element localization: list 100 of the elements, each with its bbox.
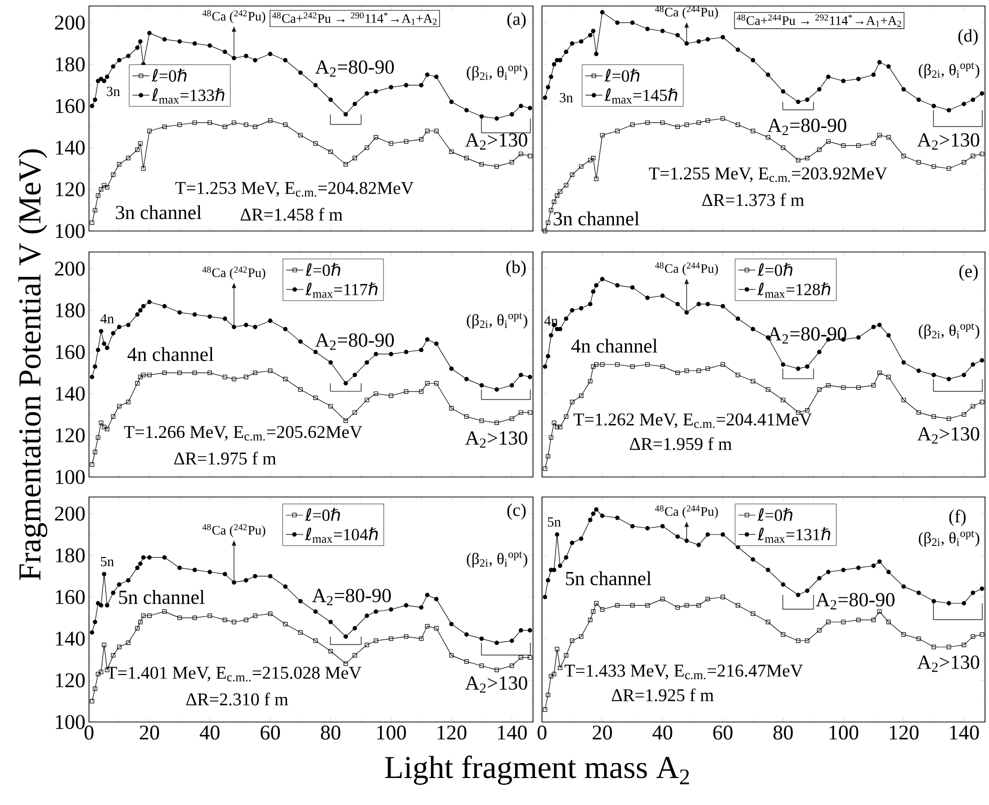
y-tick-label: 100 (56, 470, 85, 484)
y-tick-label: 200 (55, 16, 85, 30)
legend-label: ℓ=0ℏ (152, 68, 186, 82)
annotation: ΔR=1.373 f m (702, 193, 804, 206)
annotation: T=1.401 MeV, E$_{c.m..}$=215.028 MeV (106, 666, 362, 682)
annotation: A$_{2}$=80-90 (315, 60, 394, 77)
annotation: (f) (949, 510, 966, 526)
x-tick-label: 80 (320, 726, 340, 740)
y-tick-label: 120 (56, 182, 85, 196)
annotation: (d) (958, 29, 978, 46)
annotation: 3n channel (116, 205, 202, 220)
annotation: (c) (507, 503, 526, 520)
annotation: T=1.433 MeV, E$_{c.m.}$=216.47MeV (564, 664, 803, 680)
x-tick-label: 80 (773, 726, 793, 740)
x-tick-label: 60 (260, 726, 280, 740)
annotation: 4n channel (128, 347, 214, 362)
x-tick-label: 140 (950, 726, 979, 740)
legend-label: ℓ=0ℏ (757, 508, 792, 522)
x-tick-label: 20 (592, 726, 612, 740)
y-tick-label: 180 (56, 303, 85, 318)
annotation: ΔR=2.310 f m (186, 692, 288, 706)
y-tick-label: 160 (56, 98, 85, 114)
annotation: (β$_{2i}$, θ$_{i}$$^{opt}$) (918, 62, 980, 79)
legend-label: ℓ$_{max}$=128ℏ (757, 282, 830, 298)
x-tick-label: 40 (200, 726, 220, 740)
annotation: $^{48}$Ca ($^{244}$Pu) (655, 262, 718, 276)
annotation: T=1.253 MeV, E$_{c.m.}$=204.82MeV (175, 182, 414, 197)
annotation: A$_{2}$>130 (917, 427, 980, 444)
annotation: A$_{2}$=80-90 (312, 588, 391, 606)
legend-label: ℓ=0ℏ (604, 68, 640, 82)
annotation: ΔR=1.975 f m (174, 452, 276, 465)
x-axis-title: Light fragment mass A$_{2}$ (385, 756, 689, 785)
annotation: (b) (506, 260, 526, 277)
y-tick-label: 120 (56, 428, 85, 442)
y-tick-label: 160 (56, 344, 85, 360)
annotation: A$_{2}$>130 (465, 431, 528, 448)
annotation: A$_{2}$>130 (465, 676, 528, 693)
x-tick-label: 20 (140, 726, 160, 740)
annotation: ΔR=1.925 f m (612, 688, 714, 702)
annotation: $^{48}$Ca ($^{242}$Pu) (202, 10, 266, 24)
annotation: A$_{2}$>130 (465, 133, 528, 150)
x-tick-label: 140 (498, 726, 527, 740)
annotation: (β$_{2i}$, θ$_{i}$$^{opt}$) (466, 64, 528, 81)
annotation: (a) (507, 12, 526, 29)
annotation: T=1.266 MeV, E$_{c.m.}$=205.62MeV (124, 426, 362, 441)
annotation: 3n channel (554, 211, 640, 226)
annotation: (β$_{2i}$, θ$_{i}$$^{opt}$) (466, 552, 528, 568)
y-axis-title: Fragmentation Potential V (MeV) (18, 149, 48, 580)
annotation: 5n (548, 517, 561, 527)
legend-label: ℓ$_{max}$=133ℏ (152, 88, 224, 104)
annotation: 3n (106, 86, 120, 96)
y-tick-label: 140 (56, 632, 85, 646)
legend-label: ℓ$_{max}$=117ℏ (305, 282, 378, 298)
x-tick-label: 100 (377, 726, 406, 740)
annotation: $^{48}$Ca ($^{244}$Pu) (655, 6, 718, 20)
legend-label: ℓ=0ℏ (305, 262, 340, 276)
y-tick-label: 100 (56, 224, 85, 238)
y-tick-label: 200 (55, 262, 85, 276)
annotation: 3n (560, 92, 573, 102)
text: $^{48}$Ca+$^{242}$Pu → $^{290}$114$^{*}$→A$_{1}$+A$_{2}$ (272, 12, 437, 25)
annotation: ΔR=1.458 f m (240, 208, 342, 221)
annotation: $^{48}$Ca ($^{242}$Pu) (202, 266, 266, 280)
annotation: 4n channel (571, 338, 658, 353)
annotation: 5n (100, 556, 114, 566)
annotation: $^{48}$Ca ($^{244}$Pu) (655, 505, 718, 518)
y-tick-label: 200 (55, 506, 85, 521)
annotation: 5n channel (119, 590, 205, 604)
annotation: A$_{2}$=80-90 (816, 592, 894, 610)
annotation: A$_{2}$>130 (917, 655, 980, 672)
annotation: 5n channel (566, 571, 652, 586)
annotation: T=1.262 MeV, E$_{c.m.}$=204.41MeV (574, 413, 812, 428)
y-tick-label: 160 (56, 590, 85, 604)
annotation: A$_{2}$=80-90 (768, 327, 846, 344)
annotation: (β$_{2i}$, θ$_{i}$$^{opt}$) (466, 312, 528, 329)
annotation: (e) (959, 264, 978, 281)
y-tick-label: 140 (56, 386, 85, 401)
annotation: A$_{2}$>130 (917, 133, 980, 150)
x-tick-label: 120 (438, 726, 466, 740)
legend-label: ℓ$_{max}$=131ℏ (757, 527, 830, 543)
annotation: T=1.255 MeV, E$_{c.m.}$=203.92MeV (648, 167, 888, 182)
text: $^{48}$Ca+$^{244}$Pu → $^{292}$114$^{*}$→A$_{1}$+A$_{2}$ (736, 14, 902, 27)
annotation: ΔR=1.959 f m (630, 437, 732, 450)
x-tick-label: 40 (652, 726, 672, 740)
annotation: A$_{2}$=80-90 (768, 118, 846, 135)
x-tick-label: 100 (830, 726, 858, 740)
y-tick-label: 120 (56, 673, 85, 688)
y-tick-label: 180 (56, 548, 85, 562)
annotation: A$_{2}$=80-90 (315, 333, 394, 350)
annotation: (β$_{2i}$, θ$_{i}$$^{opt}$) (918, 323, 980, 340)
legend-label: ℓ$_{max}$=145ℏ (604, 88, 678, 104)
x-tick-label: 0 (84, 726, 94, 740)
y-tick-label: 140 (56, 140, 85, 155)
legend-label: ℓ=0ℏ (304, 508, 340, 522)
y-tick-label: 180 (56, 57, 85, 72)
legend-label: ℓ=0ℏ (757, 262, 792, 276)
annotation: (β$_{2i}$, θ$_{i}$$^{opt}$) (918, 530, 980, 547)
annotation: 4n (100, 314, 114, 324)
x-tick-label: 120 (890, 726, 919, 740)
x-tick-label: 60 (713, 726, 732, 740)
x-tick-label: 0 (538, 726, 546, 740)
